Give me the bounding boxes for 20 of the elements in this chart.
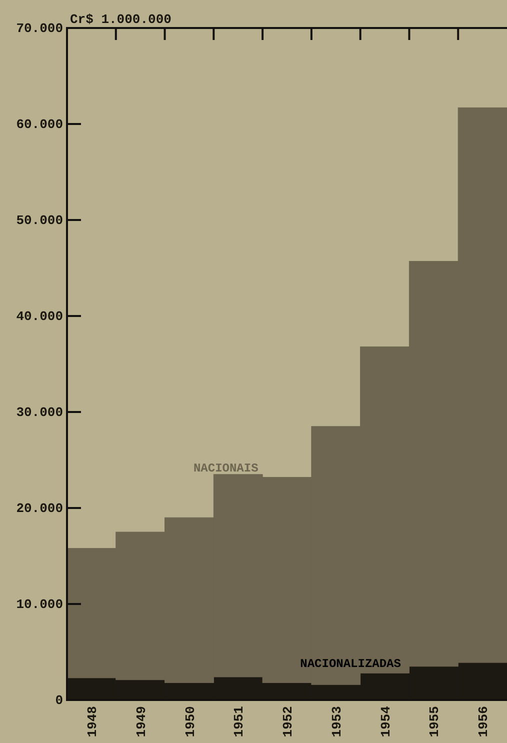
y-tick-label: 40.000 — [16, 309, 64, 324]
y-tick-label: 30.000 — [16, 405, 64, 420]
y-tick-label: 20.000 — [16, 501, 64, 516]
x-tick-label: 1952 — [280, 706, 296, 738]
x-tick-label: 1955 — [427, 706, 442, 738]
y-tick-label: 50.000 — [16, 213, 64, 228]
x-tick-label: 1951 — [232, 706, 247, 738]
series-label: NACIONAIS — [193, 461, 258, 476]
x-tick-label: 1949 — [134, 706, 149, 738]
y-tick-label: 70.000 — [16, 21, 64, 36]
y-axis-title: Cr$ 1.000.000 — [70, 12, 172, 27]
y-tick-label: 0 — [55, 693, 64, 708]
x-tick-label: 1954 — [378, 706, 394, 738]
x-tick-label: 1956 — [476, 706, 492, 738]
x-tick-label: 1950 — [182, 706, 198, 738]
y-tick-label: 10.000 — [16, 597, 64, 612]
x-tick-label: 1948 — [84, 706, 100, 738]
x-tick-label: 1953 — [329, 706, 344, 738]
y-tick-label: 60.000 — [16, 117, 64, 132]
series-label: NACIONALIZADAS — [300, 657, 401, 672]
